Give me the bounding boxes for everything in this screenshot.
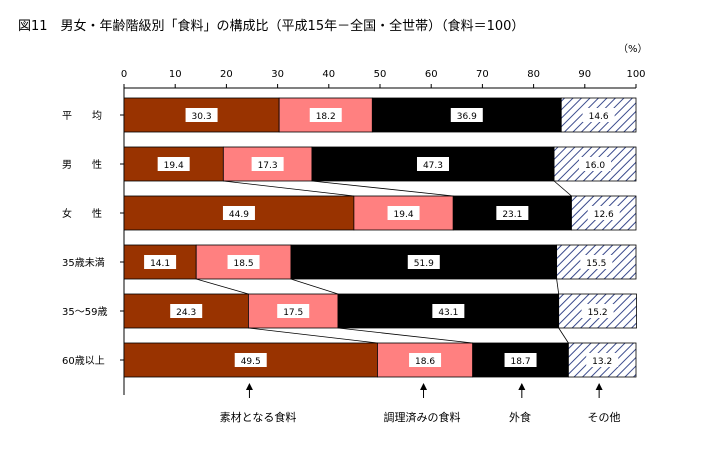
data-label: 18.2	[316, 112, 336, 122]
bars: 平 均 30.3 18.2 36.9 14.6 男 性 19.4 17.3 47.3 16.0 女 …	[62, 97, 637, 378]
x-tick-label: 0	[121, 69, 127, 80]
category-label: 女 性	[62, 207, 102, 220]
connector-line	[196, 278, 249, 295]
data-label: 18.6	[415, 357, 435, 367]
data-label: 19.4	[164, 161, 184, 171]
connector-line	[553, 180, 572, 197]
data-label: 18.5	[234, 259, 254, 269]
chart-title: 図11 男女・年齢階級別「食料」の構成比（平成15年－全国・全世帯）（食料＝10…	[18, 18, 524, 34]
x-tick-label: 10	[169, 69, 182, 80]
data-label: 30.3	[192, 112, 212, 122]
data-label: 15.5	[586, 259, 606, 269]
data-label: 13.2	[592, 357, 612, 367]
x-axis: 0 10 20 30 40 50 60 70 80 90 100	[120, 69, 646, 395]
data-label-box	[251, 157, 284, 171]
unit-label: （%）	[618, 43, 648, 55]
legend-arrowhead	[245, 383, 253, 390]
connector-line	[290, 278, 339, 295]
data-label: 16.0	[585, 161, 605, 171]
data-label-box	[416, 157, 449, 171]
data-label-box	[580, 255, 613, 269]
x-tick-label: 100	[626, 69, 645, 80]
data-label-box	[582, 108, 615, 122]
data-label: 17.5	[283, 308, 303, 318]
data-label-box	[144, 255, 177, 269]
data-label-box	[579, 157, 612, 171]
data-label: 47.3	[423, 161, 443, 171]
data-label: 49.5	[241, 357, 261, 367]
data-label-box	[450, 108, 483, 122]
data-label-box	[587, 206, 620, 220]
data-label-box	[170, 304, 203, 318]
data-label: 23.1	[502, 210, 522, 220]
legend-label: その他	[588, 411, 621, 424]
data-label-box	[496, 206, 529, 220]
legend-arrowhead	[420, 383, 428, 390]
legend-label: 調理済みの食料	[384, 410, 461, 424]
legend-arrowhead	[595, 383, 603, 390]
data-label: 14.1	[150, 259, 170, 269]
category-label: 35～59歳	[62, 306, 107, 318]
data-label: 17.3	[258, 161, 278, 171]
category-label: 男 性	[62, 158, 102, 171]
legend: 素材となる食料 調理済みの食料 外食 その他	[220, 383, 621, 424]
category-label: 平 均	[62, 110, 102, 122]
data-label-box	[581, 304, 614, 318]
data-label-box	[432, 304, 465, 318]
data-label-box	[407, 255, 440, 269]
connector-line	[248, 327, 378, 344]
bar-segment	[558, 293, 637, 329]
x-tick-label: 40	[322, 69, 335, 80]
data-label-box	[309, 108, 342, 122]
data-label-box	[234, 353, 267, 367]
connector-line	[311, 180, 454, 197]
data-label: 24.3	[176, 308, 196, 318]
x-tick-label: 30	[271, 69, 284, 80]
x-tick-label: 70	[476, 69, 489, 80]
legend-label: 素材となる食料	[220, 410, 297, 424]
connector-line	[223, 180, 354, 197]
data-label-box	[277, 304, 310, 318]
connector-line	[556, 278, 560, 295]
data-label-box	[586, 353, 619, 367]
legend-label: 外食	[509, 410, 531, 424]
category-label: 35歳未満	[62, 257, 105, 269]
data-label: 19.4	[394, 210, 414, 220]
data-label-box	[387, 206, 420, 220]
data-label-box	[222, 206, 255, 220]
data-label-box	[157, 157, 190, 171]
data-label: 36.9	[457, 112, 477, 122]
x-tick-label: 90	[578, 69, 591, 80]
x-tick-label: 50	[374, 69, 387, 80]
data-label-box	[185, 108, 218, 122]
data-label-box	[227, 255, 260, 269]
x-tick-label: 20	[220, 69, 233, 80]
connector-line	[337, 327, 473, 344]
data-label: 43.1	[438, 308, 458, 318]
connector-line	[558, 327, 569, 344]
data-label: 12.6	[594, 210, 614, 220]
data-label: 15.2	[588, 308, 608, 318]
x-tick-label: 80	[527, 69, 540, 80]
x-tick-label: 60	[425, 69, 438, 80]
data-label: 14.6	[589, 112, 609, 122]
category-label: 60歳以上	[62, 355, 105, 367]
legend-arrowhead	[518, 383, 526, 390]
data-label: 18.7	[511, 357, 531, 367]
data-label: 44.9	[229, 210, 249, 220]
data-label-box	[409, 353, 442, 367]
data-label: 51.9	[414, 259, 434, 269]
data-label-box	[504, 353, 537, 367]
